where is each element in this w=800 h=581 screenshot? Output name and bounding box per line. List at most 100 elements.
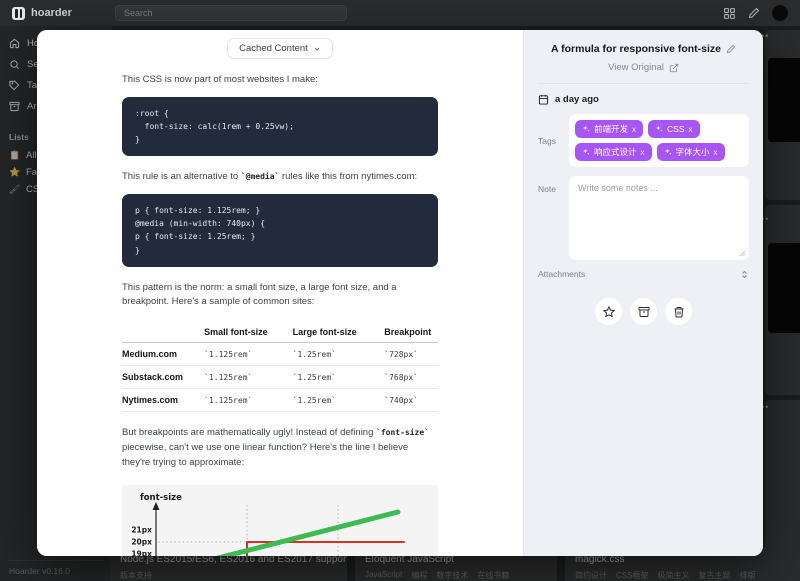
- cached-content-dropdown[interactable]: Cached Content: [227, 38, 333, 59]
- svg-text:19px: 19px: [131, 550, 152, 556]
- search-input[interactable]: [115, 5, 347, 21]
- font-size-chart: font-size21px20px19px18px17px16px: [122, 485, 438, 556]
- list-emoji-icon: ⭐: [9, 167, 21, 177]
- resize-handle-icon[interactable]: [739, 250, 746, 257]
- sparkles-icon: [583, 148, 590, 155]
- note-label: Note: [538, 184, 556, 194]
- top-bar: hoarder: [0, 0, 800, 26]
- table-header: Small font-size: [204, 323, 293, 344]
- sidebar-list-css[interactable]: 🖌 CSS: [9, 181, 103, 198]
- table-header: Breakpoint: [384, 323, 438, 344]
- svg-text:21px: 21px: [131, 526, 152, 535]
- user-avatar[interactable]: [772, 5, 788, 21]
- bookmark-date: a day ago: [555, 94, 599, 105]
- sparkles-icon: [656, 125, 663, 132]
- home-icon: [9, 38, 20, 49]
- app-logo[interactable]: hoarder: [12, 6, 72, 20]
- app-logo-text: hoarder: [31, 7, 72, 19]
- background-card-title: Node.js ES2015/ES6, ES2016 and ES2017 su…: [120, 554, 347, 565]
- external-link-icon: [669, 63, 679, 72]
- edit-pencil-icon[interactable]: [748, 7, 760, 19]
- css-code-block: :root { font-size: calc(1rem + 0.25vw); …: [122, 96, 438, 157]
- list-label: CSS: [26, 184, 46, 195]
- sparkles-icon: [664, 148, 672, 155]
- site-name: Nytimes.com: [122, 388, 205, 413]
- background-card-tags: 简约设计 CSS框架 极简主义 复古主题 排版: [575, 571, 756, 580]
- archive-box-icon: [638, 306, 649, 317]
- table-cell: `1.125rem`: [204, 365, 293, 390]
- table-row: Medium.com `1.125rem` `1.25rem` `728px`: [122, 342, 438, 367]
- hoarder-logo-icon: [12, 6, 25, 20]
- article-paragraph: This rule is an alternative to `@media` …: [122, 171, 418, 183]
- tag-label: 字体大小: [675, 147, 710, 157]
- table-header: [122, 323, 205, 344]
- table-row: Substack.com `1.125rem` `1.25rem` `768px`: [122, 365, 438, 390]
- article-paragraph: But breakpoints are mathematically ugly!…: [122, 427, 429, 468]
- cached-content-label: Cached Content: [239, 43, 308, 54]
- view-original-label: View Original: [608, 62, 664, 73]
- table-cell: `740px`: [384, 388, 438, 413]
- search-icon: [10, 60, 19, 69]
- table-cell: `1.125rem`: [204, 388, 293, 413]
- background-card-sliver: [765, 400, 800, 581]
- tags-editor[interactable]: 前端开发 x CSS x 响应式设计 x 字体大小 x: [569, 114, 749, 167]
- remove-tag-icon[interactable]: x: [640, 147, 645, 157]
- media-query-code-block: p { font-size: 1.125rem; } @media (min-w…: [122, 194, 438, 267]
- tag-label: 前端开发: [594, 124, 629, 134]
- site-name: Medium.com: [122, 342, 205, 367]
- bookmark-preview-modal: Cached Content This CSS is now part of m…: [37, 30, 763, 556]
- svg-text:20px: 20px: [131, 538, 152, 547]
- article-paragraph: This pattern is the norm: a small font s…: [122, 281, 397, 308]
- attachments-label: Attachments: [538, 269, 586, 279]
- tags-label: Tags: [538, 135, 556, 146]
- remove-tag-icon[interactable]: x: [713, 147, 718, 157]
- background-card-image: [768, 58, 800, 142]
- sparkles-icon: [583, 125, 590, 132]
- tag-badge[interactable]: 响应式设计 x: [575, 143, 652, 161]
- table-cell: `728px`: [384, 342, 438, 367]
- expand-collapse-icon[interactable]: [740, 270, 749, 279]
- tag-label: CSS: [667, 124, 685, 134]
- svg-text:font-size: font-size: [140, 493, 182, 503]
- font-size-comparison-table: Small font-size Large font-size Breakpoint…: [122, 323, 438, 413]
- table-row: Nytimes.com `1.125rem` `1.25rem` `740px`: [122, 388, 438, 413]
- star-icon: [602, 305, 615, 317]
- tag-label: 响应式设计: [594, 147, 637, 157]
- background-card-image: [768, 243, 800, 333]
- calendar-icon: [538, 94, 549, 105]
- cached-content-pane: Cached Content This CSS is now part of m…: [37, 30, 523, 556]
- layout-grid-icon[interactable]: [723, 7, 736, 20]
- view-original-link[interactable]: View Original: [538, 62, 749, 84]
- table-header: Large font-size: [292, 323, 385, 344]
- tag-icon: [9, 80, 20, 91]
- table-cell: `1.25rem`: [292, 388, 385, 413]
- app-version: Hoarder v0.16.0: [9, 560, 103, 576]
- lists-section-header: Lists: [9, 132, 29, 142]
- archive-icon: [9, 101, 20, 112]
- favorite-button[interactable]: [595, 298, 622, 325]
- delete-button[interactable]: [665, 298, 692, 325]
- site-name: Substack.com: [122, 365, 205, 390]
- remove-tag-icon[interactable]: x: [688, 124, 693, 134]
- table-cell: `1.25rem`: [292, 365, 385, 390]
- table-cell: `1.125rem`: [204, 342, 293, 367]
- list-emoji-icon: 📋: [9, 150, 21, 160]
- edit-title-pencil-icon[interactable]: [726, 44, 736, 54]
- tag-badge[interactable]: CSS x: [648, 120, 700, 138]
- archive-button[interactable]: [630, 298, 657, 325]
- list-emoji-icon: 🖌: [9, 184, 21, 194]
- note-input[interactable]: [569, 176, 749, 260]
- tag-badge[interactable]: 字体大小 x: [656, 143, 725, 161]
- table-cell: `1.25rem`: [292, 342, 385, 367]
- bookmark-title: A formula for responsive font-size: [551, 43, 721, 55]
- article-paragraph: This CSS is now part of most websites I …: [122, 74, 318, 85]
- table-cell: `768px`: [384, 365, 438, 390]
- chevron-down-icon: [314, 47, 320, 51]
- remove-tag-icon[interactable]: x: [632, 124, 637, 134]
- background-card-tags: JavaScript 编程 数字技术 在线书籍: [365, 570, 510, 580]
- background-card-title: Eloquent JavaScript: [365, 554, 454, 565]
- bookmark-details-panel: A formula for responsive font-size View …: [523, 30, 763, 556]
- tag-badge[interactable]: 前端开发 x: [575, 120, 644, 138]
- background-card-tags: 版本支持: [120, 571, 152, 580]
